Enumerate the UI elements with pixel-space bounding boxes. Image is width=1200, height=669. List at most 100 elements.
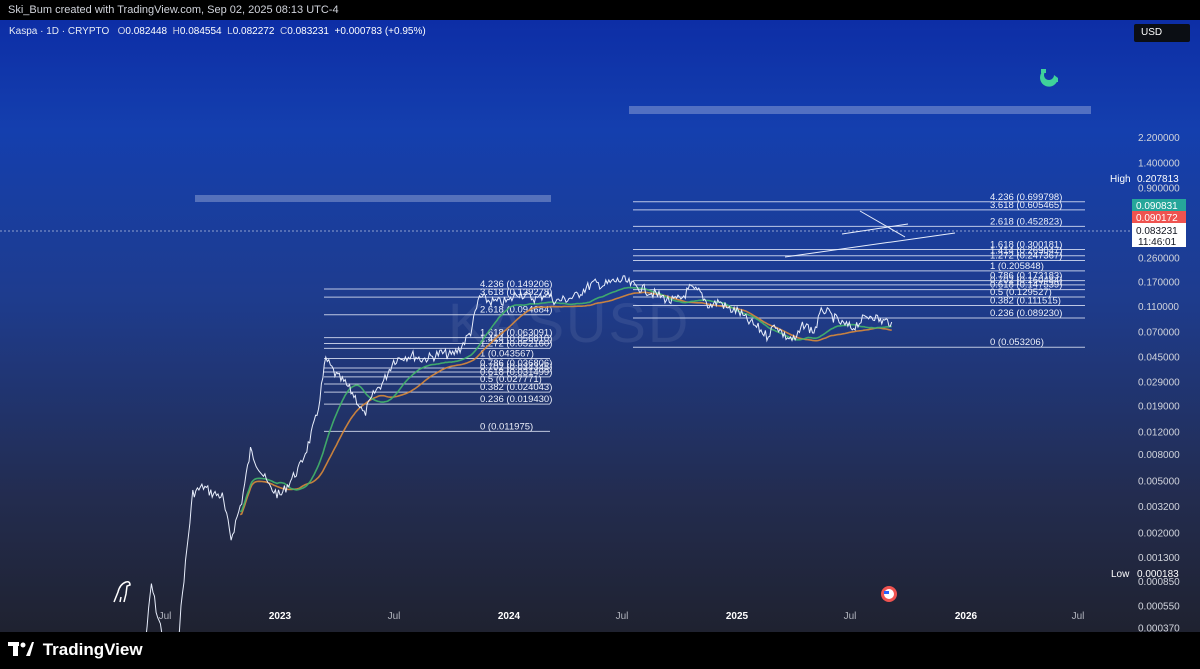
fib-left-level-label: 3.618 (0.129278): [480, 287, 552, 298]
fib-right-level-label: 2.618 (0.452823): [990, 216, 1062, 227]
fib-left-level-label: 0.786 (0.036806): [480, 358, 552, 369]
x-tick-label: 2024: [498, 611, 521, 622]
x-tick-label: Jul: [159, 611, 172, 622]
chart-area[interactable]: Kaspa · 1D · CRYPTO O0.082448 H0.084554 …: [0, 20, 1200, 632]
x-tick-label: 2025: [726, 611, 749, 622]
fib-left-level-label: 1 (0.043567): [480, 349, 534, 360]
x-tick-label: Jul: [388, 611, 401, 622]
fib-right-top-band: [629, 106, 1091, 114]
fib-left-level-label: 1.272 (0.052160): [480, 338, 552, 349]
footer-bar: TradingView: [0, 632, 1200, 669]
fib-right-level-label: 0 (0.053206): [990, 337, 1044, 348]
green-price-value: 0.090831: [1136, 201, 1178, 212]
y-tick-label: 0.008000: [1138, 450, 1180, 461]
high-label: H: [172, 26, 180, 37]
open-label: O: [117, 26, 126, 37]
red-price-value: 0.090172: [1136, 213, 1178, 224]
fib-right-level-label: 0.786 (0.173183): [990, 271, 1062, 282]
fib-left-level-label: 0.236 (0.019430): [480, 394, 552, 405]
price-line: [145, 275, 893, 632]
low-label: L: [227, 26, 233, 37]
fib-left-level-label: 0.702 (0.034345): [480, 362, 552, 373]
price-series: [145, 275, 893, 632]
y-tick-label: 0.003200: [1138, 502, 1180, 513]
high-value: 0.084554: [179, 26, 222, 37]
fib-left-level-label: 1.618 (0.063091): [480, 328, 552, 339]
fib-left-level-label: 0.618 (0.031499): [480, 367, 552, 378]
tradingview-logo-icon: [8, 640, 34, 662]
y-tick-label: 0.005000: [1138, 477, 1180, 488]
fib-right-level-label: 0.5 (0.129527): [990, 287, 1052, 298]
close-value: 0.083231: [287, 26, 329, 37]
y-tick-label: 0.000370: [1138, 624, 1180, 632]
y-tick-label: 0.170000: [1138, 278, 1180, 289]
high-marker: High 0.207813: [1110, 174, 1179, 185]
low-value: 0.082272: [232, 26, 275, 37]
fib-left-level-label: 4.236 (0.149206): [480, 279, 552, 290]
fib-left-level-label: 2.618 (0.094684): [480, 305, 552, 316]
x-tick-label: Jul: [844, 611, 857, 622]
us-flag-event-icon[interactable]: [881, 586, 897, 602]
magnet-icon[interactable]: [1040, 69, 1058, 87]
dinosaur-icon[interactable]: [113, 581, 131, 603]
fib-right-level-label: 1.414 (0.269047): [990, 246, 1062, 257]
high-marker-label: High: [1110, 174, 1131, 185]
fib-left-level-label: 0.382 (0.024043): [480, 382, 552, 393]
y-tick-label: 0.260000: [1138, 254, 1180, 265]
caption-bar: Ski_Bum created with TradingView.com, Se…: [0, 0, 1200, 20]
countdown-value: 11:46:01: [1138, 237, 1177, 248]
fib-right-level-label: 1.272 (0.247367): [990, 250, 1062, 261]
fib-left-level-label: 1.414 (0.056810): [480, 334, 552, 345]
low-marker: Low 0.000183: [1111, 569, 1179, 580]
close-label: C: [280, 26, 288, 37]
x-tick-label: Jul: [616, 611, 629, 622]
y-tick-label: 0.110000: [1138, 302, 1179, 313]
trendline-mid[interactable]: [841, 223, 909, 235]
y-tick-label: 0.900000: [1138, 184, 1180, 195]
y-tick-label: 0.002000: [1138, 528, 1180, 539]
fib-right-level-label: 3.618 (0.605465): [990, 200, 1062, 211]
red-price-tag: 0.090172: [1132, 211, 1186, 224]
trendline-lower[interactable]: [784, 232, 956, 258]
fib-right-level-label: 1.618 (0.300181): [990, 240, 1062, 251]
ma-green-line: [239, 286, 892, 513]
high-marker-value: 0.207813: [1137, 174, 1179, 185]
moving-averages: [239, 286, 892, 516]
green-price-tag: 0.090831: [1132, 199, 1186, 212]
currency-button[interactable]: USD: [1134, 24, 1190, 42]
symbol-legend[interactable]: Kaspa · 1D · CRYPTO O0.082448 H0.084554 …: [9, 26, 426, 37]
fib-right-level-label: 1 (0.205848): [990, 261, 1044, 272]
x-axis[interactable]: Jul 2023 Jul 2024 Jul 2025 Jul 2026 Jul: [159, 611, 1085, 622]
y-tick-label: 0.012000: [1138, 427, 1180, 438]
x-tick-label: 2023: [269, 611, 292, 622]
y-tick-label: 0.029000: [1138, 377, 1180, 388]
tradingview-brand[interactable]: TradingView: [8, 639, 143, 662]
y-tick-label: 0.000850: [1138, 577, 1180, 588]
current-price-tag: 0.083231 11:46:01: [1132, 223, 1186, 248]
fib-right-level-label: 4.236 (0.699798): [990, 192, 1062, 203]
fib-right-level-label: 0.702 (0.160484): [990, 275, 1062, 286]
brand-name: TradingView: [42, 640, 143, 659]
fib-right-level-label: 0.236 (0.089230): [990, 308, 1062, 319]
price-chart[interactable]: 4.236 (0.699798)3.618 (0.605465) 2.618 (0…: [0, 20, 1200, 632]
y-tick-label: 2.200000: [1138, 133, 1180, 144]
trendline-upper[interactable]: [859, 210, 906, 238]
y-tick-label: 0.019000: [1138, 401, 1180, 412]
open-value: 0.082448: [125, 26, 168, 37]
symbol-name[interactable]: Kaspa · 1D · CRYPTO: [9, 26, 110, 37]
y-tick-label: 1.400000: [1138, 159, 1180, 170]
y-tick-label: 0.070000: [1138, 328, 1180, 339]
y-tick-label: 0.000550: [1138, 601, 1180, 612]
fib-left-level-label: 0 (0.011975): [480, 421, 533, 432]
change-value: +0.000783 (+0.95%): [334, 26, 426, 37]
fib-left-levels: 4.236 (0.149206)3.618 (0.129278) 2.618 (0…: [324, 279, 552, 432]
current-price-value: 0.083231: [1136, 226, 1178, 237]
y-axis[interactable]: 2.2000001.4000000.9000000.6000000.400000…: [1138, 133, 1180, 632]
ma-orange-line: [239, 291, 892, 516]
x-tick-label: Jul: [1072, 611, 1085, 622]
chart-caption: Ski_Bum created with TradingView.com, Se…: [8, 4, 339, 16]
fib-left-top-band: [195, 195, 551, 202]
y-tick-label: 0.045000: [1138, 353, 1180, 364]
fib-right-levels: 4.236 (0.699798)3.618 (0.605465) 2.618 (0…: [633, 192, 1085, 348]
y-tick-label: 0.001300: [1138, 553, 1180, 564]
